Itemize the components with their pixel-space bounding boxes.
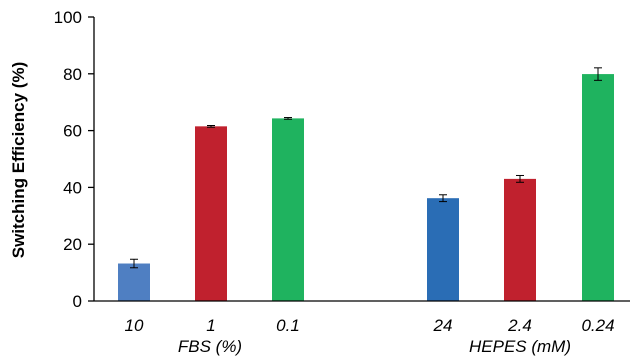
y-tick-label: 20 — [63, 235, 82, 254]
bar — [582, 74, 614, 301]
error-bars — [130, 67, 602, 269]
bar — [272, 118, 304, 301]
bar — [504, 178, 536, 301]
bars — [118, 74, 614, 301]
x-axis: 10 1 0.1 FBS (%) 24 2.4 0.24 HEPES (mM) — [94, 300, 630, 356]
y-axis-label: Switching Efficiency (%) — [9, 62, 28, 258]
x-tick-label: 1 — [206, 316, 215, 335]
x-tick-label: 0.24 — [581, 316, 614, 335]
bar — [118, 263, 150, 301]
y-tick-label: 80 — [63, 65, 82, 84]
x-tick-label: 0.1 — [276, 316, 300, 335]
x-tick-label: 2.4 — [507, 316, 532, 335]
y-tick-label: 0 — [73, 292, 82, 311]
bar — [195, 126, 227, 301]
group-label: HEPES (mM) — [469, 337, 571, 356]
y-tick-label: 40 — [63, 178, 82, 197]
bar — [427, 198, 459, 301]
y-tick-label: 100 — [54, 8, 82, 27]
y-tick-label: 60 — [63, 122, 82, 141]
x-tick-label: 10 — [125, 316, 144, 335]
y-axis: 0 20 40 60 80 100 — [54, 8, 95, 311]
group-label: FBS (%) — [178, 337, 242, 356]
x-tick-label: 24 — [433, 316, 453, 335]
